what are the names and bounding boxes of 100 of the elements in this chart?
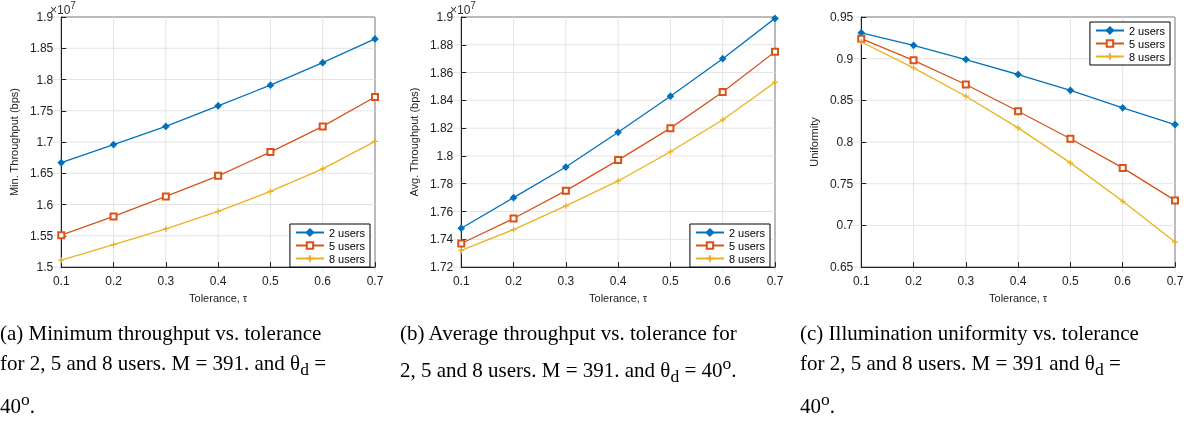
text: (c) Illumination uniformity vs. tolerance for 2, 5 and 8 users. M = 391 and θ$_{d}$ = 40$^{o}$. <box>800 321 1139 419</box>
point <box>962 55 970 64</box>
point <box>161 192 170 201</box>
x-tick-label: 0.5 <box>1062 274 1080 289</box>
point <box>909 56 918 65</box>
y-tick-label: 1.86 <box>429 65 454 80</box>
point <box>319 165 327 173</box>
point <box>1066 159 1075 167</box>
point <box>214 102 222 110</box>
y-axis-title: Avg. Throughput (bps) <box>407 87 420 197</box>
y-tick-label: 1.5 <box>36 260 54 275</box>
point <box>371 35 379 43</box>
y-tick-label: 1.88 <box>429 37 454 52</box>
y-tick-label: 0.95 <box>829 10 854 24</box>
y-tick-label: 1.78 <box>429 176 454 191</box>
y-tick-label: 1.6 <box>36 197 54 212</box>
point <box>561 186 570 195</box>
legend-label: 8 users <box>328 252 366 265</box>
point <box>109 140 118 149</box>
y-tick-label: 1.65 <box>29 166 54 181</box>
x-axis-title: Tolerance, τ <box>989 291 1048 304</box>
x-tick-label: 0.2 <box>105 274 123 289</box>
x-tick-label: 0.1 <box>52 274 70 289</box>
x-tick-label: 0.1 <box>852 274 870 289</box>
point <box>509 194 518 202</box>
x-tick-label: 0.1 <box>452 274 470 289</box>
legend-label: 2 users <box>328 226 366 239</box>
x-axis-title: Tolerance, τ <box>189 291 248 304</box>
y-tick-label: 1.76 <box>429 204 454 219</box>
legend-label: 5 users <box>1128 37 1166 50</box>
point <box>162 122 170 131</box>
y-tick-label: 0.7 <box>836 218 854 233</box>
legend-label: 5 users <box>328 239 366 252</box>
text: (b) Average throughput vs. tolerance for 2, 5 and 8 users. M = 391. and θ$_{d}$ = 40$^{o}$. <box>400 320 738 389</box>
legend-label: 2 users <box>1128 24 1166 37</box>
x-tick-label: 0.5 <box>662 274 680 289</box>
y-axis-title: Uniformity <box>807 116 820 167</box>
point <box>1118 163 1127 172</box>
point <box>666 124 675 133</box>
x-tick-label: 0.6 <box>714 274 732 289</box>
x-tick-label: 0.7 <box>366 274 384 289</box>
y-tick-label: 0.85 <box>829 93 854 108</box>
x-tick-label: 0.2 <box>905 274 923 289</box>
point <box>909 64 918 72</box>
legend-label: 2 users <box>728 226 766 239</box>
y-tick-label: 1.8 <box>436 148 454 163</box>
point <box>562 163 570 171</box>
x-tick-label: 0.2 <box>505 274 523 289</box>
x-tick-label: 0.3 <box>957 274 975 289</box>
y-axis-title: Min. Throughput (bps) <box>7 88 20 197</box>
point <box>1119 104 1127 112</box>
point <box>718 88 727 97</box>
point <box>371 93 379 102</box>
y-tick-label: 1.55 <box>29 228 54 243</box>
legend-label: 8 users <box>1128 50 1166 63</box>
x-tick-label: 0.5 <box>262 274 280 289</box>
point <box>719 55 727 63</box>
x-tick-label: 0.4 <box>1009 274 1027 289</box>
point <box>1171 120 1179 129</box>
y-tick-label: 1.75 <box>29 103 54 118</box>
y-tick-label: 1.8 <box>36 72 54 87</box>
point <box>614 128 622 136</box>
point <box>57 159 65 167</box>
y-tick-label: 1.7 <box>36 135 54 150</box>
point <box>266 81 275 89</box>
point <box>57 231 66 240</box>
point <box>457 224 465 232</box>
x-tick-label: 0.7 <box>1166 274 1184 289</box>
y-tick-label: 0.75 <box>829 176 854 191</box>
y-tick-label: 1.84 <box>429 93 454 108</box>
y-tick-label: 1.74 <box>429 232 454 247</box>
point <box>562 202 570 210</box>
x-tick-label: 0.4 <box>609 274 627 289</box>
point <box>1014 124 1022 132</box>
point <box>614 177 622 185</box>
x-tick-label: 0.3 <box>157 274 175 289</box>
y-tick-label: 0.9 <box>836 51 854 66</box>
point <box>666 92 675 100</box>
point <box>614 156 623 165</box>
x-tick-label: 0.3 <box>557 274 575 289</box>
point <box>457 239 466 248</box>
x-tick-label: 0.6 <box>1114 274 1132 289</box>
point <box>109 212 118 221</box>
point <box>214 171 223 180</box>
y-tick-label: 1.85 <box>29 41 54 56</box>
y-tick-label: 0.65 <box>829 260 854 275</box>
y-tick-label: 1.82 <box>429 121 454 136</box>
point <box>771 14 779 22</box>
x-tick-label: 0.6 <box>314 274 332 289</box>
point <box>1171 196 1179 205</box>
text: (a) Minimum throughput vs. tolerance for 2, 5 and 8 users. M = 391. and θ$_{d}$ = 40$^{o}$. <box>0 321 326 419</box>
point <box>1014 70 1022 79</box>
legend-label: 8 users <box>728 252 766 265</box>
point <box>909 41 918 49</box>
x-axis-title: Tolerance, τ <box>589 291 648 304</box>
y-tick-label: 1.72 <box>429 260 454 275</box>
point <box>1014 107 1023 116</box>
point <box>1066 134 1075 143</box>
point <box>319 59 327 67</box>
y-tick-label: 0.8 <box>836 135 854 150</box>
